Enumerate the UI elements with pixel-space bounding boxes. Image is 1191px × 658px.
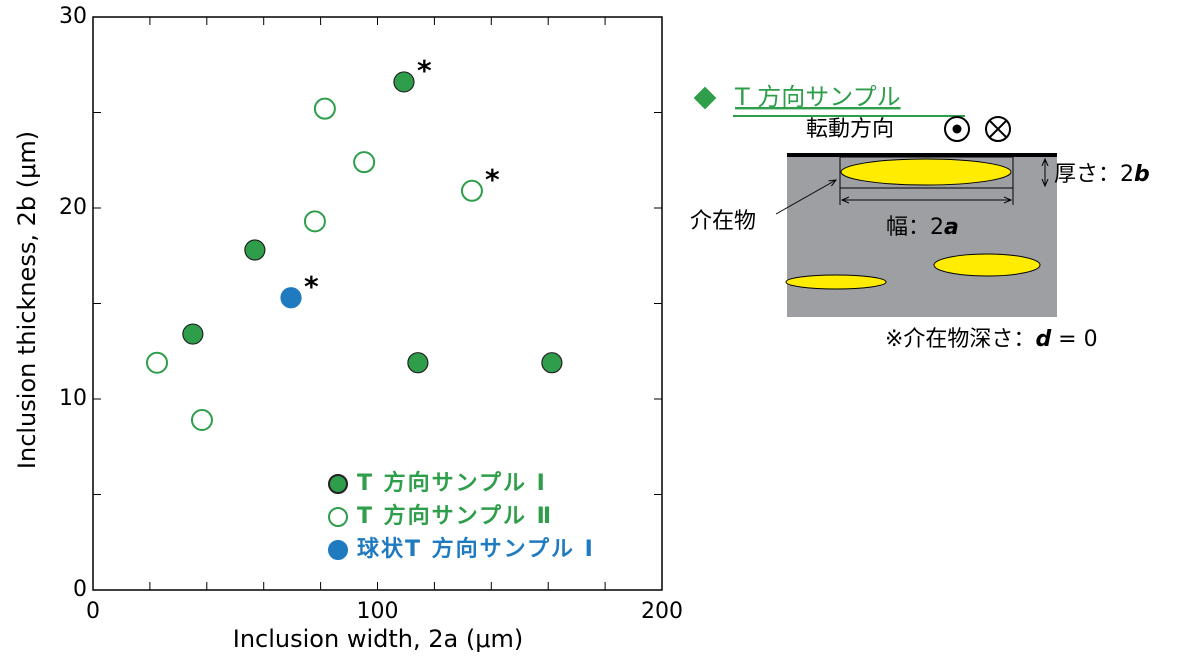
annotation: * — [485, 163, 500, 196]
annotation: * — [417, 54, 432, 87]
heading-marker — [694, 87, 717, 110]
y-tick-label: 0 — [73, 577, 87, 602]
point — [354, 152, 374, 172]
point — [245, 240, 265, 260]
y-tick-label: 20 — [59, 195, 87, 220]
point — [281, 288, 301, 308]
inclusion — [841, 159, 1011, 185]
legend-marker — [329, 541, 347, 559]
point — [394, 72, 414, 92]
inclusion — [934, 254, 1040, 276]
point — [305, 211, 325, 231]
y-tick-label: 30 — [59, 4, 87, 29]
point — [462, 181, 482, 201]
rolling-direction: 転動方向 — [806, 117, 894, 142]
diagram: T 方向サンプル 転動方向 厚さ：2b 介在物 幅：2a ※介在物深さ：d = … — [690, 83, 1150, 352]
point — [542, 353, 562, 373]
figure: Inclusion width, 2a (μm) Inclusion thick… — [0, 0, 1191, 658]
out-dot — [953, 125, 962, 134]
diagram-heading: T 方向サンプル — [734, 83, 901, 111]
y-axis-title: Inclusion thickness, 2b (μm) — [13, 131, 41, 469]
legend-label: T 方向サンプル Ⅱ — [357, 503, 553, 529]
x-tick-label: 0 — [86, 599, 100, 624]
width-label: 幅：2a — [886, 215, 959, 240]
point — [315, 99, 335, 119]
legend-marker — [329, 508, 347, 526]
x-tick-label: 100 — [357, 599, 399, 624]
annotation: * — [304, 270, 319, 303]
legend-label: T 方向サンプル Ⅰ — [357, 470, 547, 496]
point — [147, 353, 167, 373]
point — [183, 324, 203, 344]
y-tick-label: 10 — [59, 386, 87, 411]
inclusion-label: 介在物 — [690, 209, 756, 234]
legend-label: 球状T 方向サンプル Ⅰ — [357, 536, 595, 562]
inclusion — [786, 275, 886, 289]
point — [192, 410, 212, 430]
point — [408, 353, 428, 373]
x-tick-label: 200 — [641, 599, 683, 624]
depth-label: ※介在物深さ：d = 0 — [885, 327, 1098, 352]
thickness-label: 厚さ：2b — [1054, 162, 1150, 187]
plot: 0 100 200 0 10 20 30 * * * T 方向サンプル Ⅰ T 方向サンプル Ⅱ 球状T… — [59, 4, 683, 624]
x-axis-title: Inclusion width, 2a (μm) — [233, 625, 523, 653]
legend-marker — [329, 475, 347, 493]
in-cross — [990, 121, 1006, 137]
